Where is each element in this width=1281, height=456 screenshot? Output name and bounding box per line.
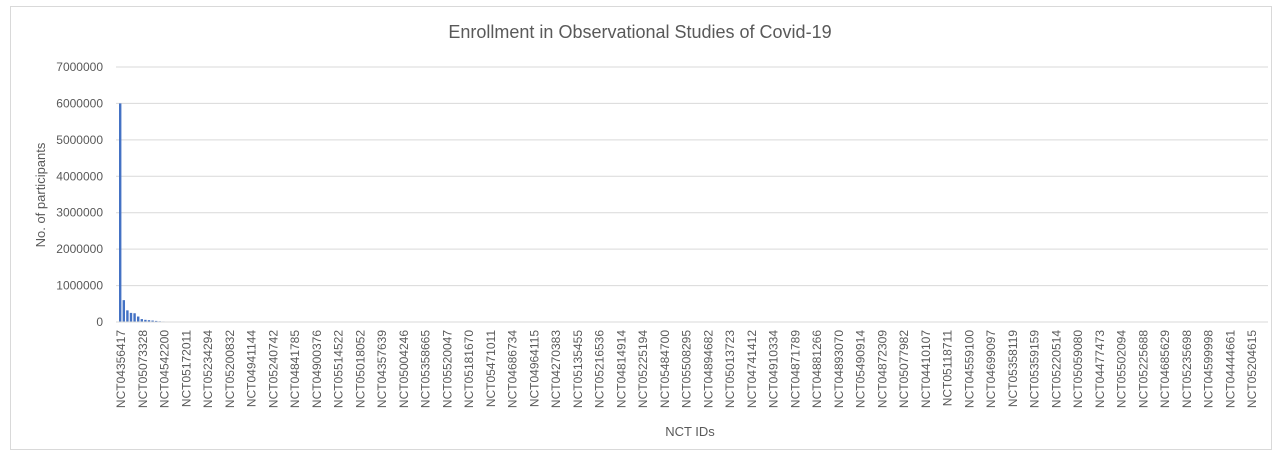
x-tick-label: NCT05216536 — [593, 330, 607, 408]
x-tick-label: NCT05508295 — [680, 330, 694, 408]
bar-NCT04841785 — [147, 320, 151, 322]
x-tick-label: NCT04356417 — [114, 330, 128, 408]
x-tick-label: NCT04444661 — [1223, 330, 1237, 408]
x-tick-label: NCT04559100 — [962, 330, 976, 408]
bar-NCT05240742 — [144, 319, 147, 322]
x-tick-label: NCT04872309 — [875, 330, 889, 408]
x-tick-label: NCT04881266 — [810, 330, 824, 408]
x-tick-label: NCT04699097 — [984, 330, 998, 408]
x-tick-label: NCT05225194 — [636, 330, 650, 408]
bar-NCT04900376 — [151, 320, 154, 322]
x-tick-label: NCT04871789 — [788, 330, 802, 408]
y-tick-label: 1000000 — [56, 279, 103, 293]
x-tick-label: NCT05514522 — [332, 330, 346, 408]
x-tick-label: NCT05484700 — [658, 330, 672, 408]
x-tick-label: NCT04910334 — [767, 330, 781, 408]
x-tick-label: NCT05013723 — [723, 330, 737, 408]
x-tick-label: NCT05225688 — [1136, 330, 1150, 408]
x-tick-label: NCT05059080 — [1071, 330, 1085, 408]
chart-title: Enrollment in Observational Studies of C… — [448, 22, 831, 42]
x-tick-label: NCT04964115 — [527, 330, 541, 407]
bar-NCT04941144 — [140, 319, 143, 322]
x-tick-label: NCT04900376 — [310, 330, 324, 408]
y-tick-label: 5000000 — [56, 133, 103, 147]
bar-NCT04356417 — [119, 103, 122, 322]
x-tick-label: NCT05200832 — [223, 330, 237, 408]
x-tick-label: NCT05520047 — [440, 330, 454, 408]
x-tick-label: NCT05073328 — [136, 330, 150, 408]
x-tick-label: NCT05502094 — [1115, 330, 1129, 408]
x-tick-label: NCT04685629 — [1158, 330, 1172, 408]
x-tick-label: NCT05077982 — [897, 330, 911, 408]
y-tick-label: 4000000 — [56, 169, 103, 183]
y-tick-label: 7000000 — [56, 60, 103, 74]
x-tick-label: NCT05234294 — [201, 330, 215, 408]
y-tick-label: 6000000 — [56, 96, 103, 110]
x-tick-label: NCT05235698 — [1180, 330, 1194, 408]
x-tick-label: NCT05135455 — [571, 330, 585, 408]
x-tick-label: NCT04357639 — [375, 330, 389, 408]
x-tick-label: NCT05004246 — [397, 330, 411, 408]
x-tick-label: NCT04741412 — [745, 330, 759, 408]
x-tick-label: NCT05471011 — [484, 330, 498, 407]
x-tick-label: NCT05359159 — [1028, 330, 1042, 408]
bar-NCT05073328 — [122, 300, 125, 322]
chart-frame — [10, 6, 1272, 450]
y-tick-label: 0 — [96, 315, 103, 329]
x-tick-label: NCT05181670 — [462, 330, 476, 408]
y-tick-label: 2000000 — [56, 242, 103, 256]
bar-NCT05200832 — [137, 316, 140, 322]
x-tick-label: NCT04841785 — [288, 330, 302, 408]
x-tick-label: NCT04270383 — [549, 330, 563, 408]
x-tick-label: NCT04410107 — [919, 330, 933, 408]
x-tick-label: NCT05172011 — [179, 330, 193, 407]
x-tick-labels: NCT04356417 NCT05073328 NCT04542200 NCT0517… — [114, 330, 1259, 408]
x-tick-label: NCT05118711 — [941, 330, 955, 407]
bar-NCT04542200 — [126, 310, 129, 322]
x-tick-label: NCT04477473 — [1093, 330, 1107, 408]
x-tick-label: NCT05358665 — [419, 330, 433, 408]
y-tick-label: 3000000 — [56, 206, 103, 220]
x-tick-label: NCT05220514 — [1049, 330, 1063, 408]
x-tick-label: NCT05240742 — [266, 330, 280, 408]
x-tick-label: NCT05358119 — [1006, 330, 1020, 407]
bar-NCT05172011 — [129, 312, 133, 322]
bar-NCT05234294 — [133, 313, 136, 322]
x-tick-label: NCT04814914 — [614, 330, 628, 408]
y-tick-labels: 0 1000000 2000000 3000000 4000000 5000000 6000… — [56, 60, 103, 329]
x-tick-label: NCT04941144 — [245, 330, 259, 407]
y-axis-label: No. of participants — [33, 142, 48, 247]
x-tick-label: NCT04894682 — [701, 330, 715, 408]
bar-NCT05514522 — [155, 320, 158, 322]
x-tick-label: NCT04686734 — [506, 330, 520, 408]
x-axis-label: NCT IDs — [665, 424, 715, 439]
x-tick-label: NCT05018052 — [353, 330, 367, 408]
x-tick-label: NCT04893070 — [832, 330, 846, 408]
gridlines — [116, 66, 1268, 287]
x-tick-label: NCT04542200 — [158, 330, 172, 408]
x-tick-label: NCT04599998 — [1202, 330, 1216, 408]
x-tick-label: NCT05490914 — [854, 330, 868, 408]
x-tick-label: NCT05204615 — [1245, 330, 1259, 408]
